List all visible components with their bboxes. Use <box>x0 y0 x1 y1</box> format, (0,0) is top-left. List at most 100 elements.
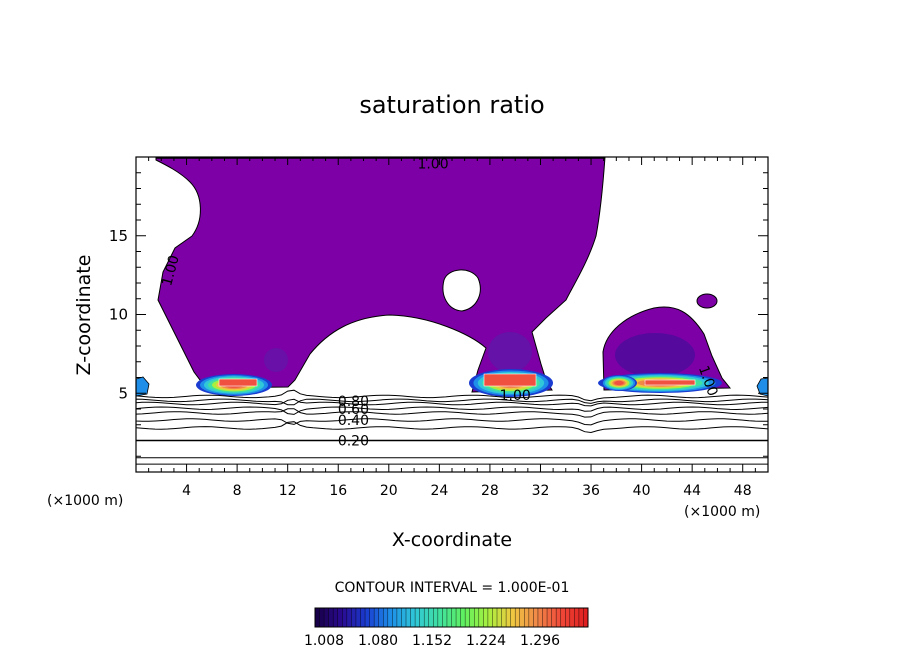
colorbar-segment <box>419 608 425 627</box>
colorbar-segment <box>501 608 507 627</box>
colorbar-segment <box>406 608 411 627</box>
x-tick-label: 24 <box>430 483 448 499</box>
x-unit-label: (×1000 m) <box>47 493 123 509</box>
x-tick-label: 40 <box>633 483 651 499</box>
colorbar-segment <box>383 608 389 627</box>
colorbar-segment <box>510 608 516 627</box>
left-edge-patch <box>136 376 150 397</box>
isoline-9 <box>136 389 768 402</box>
colorbar-segment <box>351 608 357 627</box>
colorbar-segment <box>551 608 557 627</box>
colorbar-segment <box>365 608 370 627</box>
colorbar-segment <box>360 608 366 627</box>
contour-label: 0.20 <box>338 434 369 450</box>
core-shade-c <box>264 348 288 372</box>
colorbar-segment <box>560 608 566 627</box>
main-cloud-region <box>155 157 606 393</box>
y-tick-label: 10 <box>109 306 128 324</box>
right-edge-patch <box>756 377 768 397</box>
x-tick-label: 36 <box>582 483 600 499</box>
colorbar-tick-label: 1.080 <box>358 633 398 649</box>
contour-label: 0.60 <box>338 402 369 418</box>
colorbar-tick-label: 1.008 <box>304 633 344 649</box>
colorbar-segment <box>392 608 398 627</box>
colorbar-segment <box>328 608 334 627</box>
colorbar-segment <box>528 608 534 627</box>
colorbar-segment <box>533 608 539 627</box>
colorbar-segment <box>478 608 484 627</box>
y-tick-label: 15 <box>109 227 128 245</box>
middle-base-core <box>483 373 537 387</box>
colorbar-segment <box>487 608 493 627</box>
colorbar-segment <box>437 608 443 627</box>
small-cloud-patch <box>696 293 718 309</box>
colorbar-segment <box>537 608 543 627</box>
colorbar-segment <box>497 608 502 627</box>
colorbar-segment <box>542 608 548 627</box>
y-tick-label: 5 <box>118 384 128 402</box>
contour-label: 1.00 <box>159 254 183 288</box>
x-tick-label: 48 <box>734 483 752 499</box>
colorbar-segment <box>324 608 329 627</box>
colorbar-segment <box>333 608 339 627</box>
colorbar-segment <box>319 608 325 627</box>
x-tick-label: 28 <box>481 483 499 499</box>
colorbar-segment <box>460 608 466 627</box>
x-tick-label: 32 <box>532 483 550 499</box>
core-shade-b <box>615 333 695 377</box>
x-axis-ticks: 4 8 12 16 20 24 28 32 36 40 44 48 <box>148 157 756 499</box>
contour-interval-label: CONTOUR INTERVAL = 1.000E-01 <box>335 580 570 596</box>
colorbar-segment <box>569 608 575 627</box>
colorbar-segment <box>469 608 475 627</box>
colorbar-segment <box>378 608 384 627</box>
contour-labels: 1.001.001.00 1.000.800.600.400.20 <box>159 156 720 449</box>
colorbar-segment <box>446 608 452 627</box>
contour-label: 1.00 <box>417 156 448 172</box>
isoline-8 <box>136 398 768 406</box>
x-tick-label: 20 <box>380 483 398 499</box>
colorbar-segment <box>578 608 584 627</box>
colorbar-segment <box>556 608 561 627</box>
colorbar-tick-labels: 1.008 1.080 1.152 1.224 1.296 <box>304 633 560 649</box>
colorbar-segment <box>415 608 420 627</box>
contour-label: 0.80 <box>338 394 369 410</box>
colorbar-segment <box>433 608 439 627</box>
colorbar-tick-label: 1.152 <box>412 633 452 649</box>
colorbar-segment <box>483 608 489 627</box>
colorbar-segment <box>337 608 343 627</box>
colorbar-segment <box>428 608 434 627</box>
contour-label: 0.40 <box>338 413 369 429</box>
colorbar-segment <box>524 608 530 627</box>
colorbar-frame <box>314 607 589 628</box>
isoline-5 <box>136 408 768 418</box>
saturation-field <box>136 157 768 397</box>
colorbar-tick-label: 1.296 <box>520 633 560 649</box>
colorbar-segment <box>342 608 348 627</box>
core-shade-a <box>488 332 532 372</box>
z-unit-label: (×1000 m) <box>684 504 760 520</box>
colorbar-segment <box>410 608 416 627</box>
colorbar-segment <box>474 608 480 627</box>
x-tick-label: 8 <box>233 483 242 499</box>
colorbar-segment <box>451 608 457 627</box>
y-axis-label: Z-coordinate <box>73 255 95 376</box>
y-axis-ticks: 5 10 15 <box>109 172 768 457</box>
colorbar-segment <box>315 608 320 627</box>
colorbar <box>314 607 589 628</box>
isoline-3 <box>136 421 768 434</box>
cloud-hole <box>442 269 481 312</box>
right-base-west-band-7 <box>614 380 624 386</box>
left-base-core <box>218 378 258 387</box>
colorbar-tick-label: 1.224 <box>466 633 506 649</box>
subsaturated-isolines <box>136 157 768 465</box>
colorbar-segment <box>547 608 552 627</box>
colorbar-segment <box>355 608 361 627</box>
x-tick-label: 4 <box>182 483 191 499</box>
colorbar-segment <box>492 608 498 627</box>
isoline-4 <box>136 418 768 426</box>
colorbar-segment <box>396 608 402 627</box>
colorbar-segment <box>346 608 352 627</box>
right-base-core <box>644 379 696 386</box>
colorbar-segment <box>465 608 470 627</box>
